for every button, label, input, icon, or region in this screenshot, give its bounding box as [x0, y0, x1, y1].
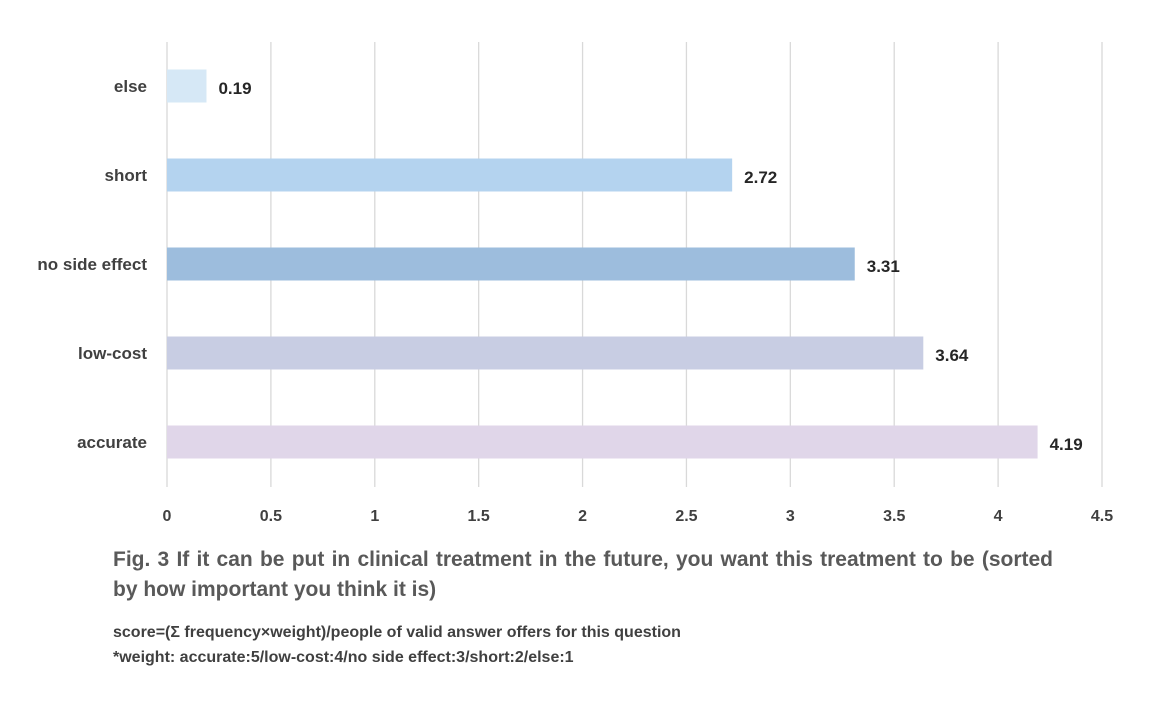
x-tick-label: 2.5 — [675, 508, 697, 525]
data-label: 0.19 — [218, 79, 251, 98]
score-formula-note: score=(Σ frequency×weight)/people of val… — [113, 624, 681, 641]
data-label: 3.64 — [935, 346, 969, 365]
bars — [167, 69, 1038, 459]
data-label: 2.72 — [744, 168, 777, 187]
x-tick-label: 3.5 — [883, 508, 905, 525]
bar — [167, 158, 733, 192]
category-label: low-cost — [78, 344, 147, 363]
x-tick-label: 2 — [578, 508, 587, 525]
x-tick-label: 4 — [994, 508, 1003, 525]
x-tick-label: 3 — [786, 508, 795, 525]
x-tick-labels: 0 0.5 1 1.5 2 2.5 3 3.5 4 4.5 — [163, 508, 1114, 525]
bar — [167, 247, 855, 281]
x-tick-label: 0 — [163, 508, 172, 525]
x-tick-label: 1 — [370, 508, 379, 525]
x-tick-label: 0.5 — [260, 508, 282, 525]
figure-caption: Fig. 3 If it can be put in clinical trea… — [113, 548, 1053, 601]
data-label: 4.19 — [1050, 435, 1083, 454]
category-label: no side effect — [37, 255, 147, 274]
category-label: else — [114, 77, 147, 96]
bar — [167, 336, 924, 370]
category-label: accurate — [77, 433, 147, 452]
data-label: 3.31 — [867, 257, 900, 276]
bar — [167, 69, 207, 103]
category-label: short — [105, 166, 148, 185]
weight-note: *weight: accurate:5/low-cost:4/no side e… — [113, 649, 574, 666]
x-tick-label: 1.5 — [468, 508, 490, 525]
category-labels: else short no side effect low-cost accurate — [37, 77, 147, 452]
data-labels: 0.19 2.72 3.31 3.64 4.19 — [218, 79, 1082, 454]
x-tick-label: 4.5 — [1091, 508, 1113, 525]
bar — [167, 425, 1038, 459]
